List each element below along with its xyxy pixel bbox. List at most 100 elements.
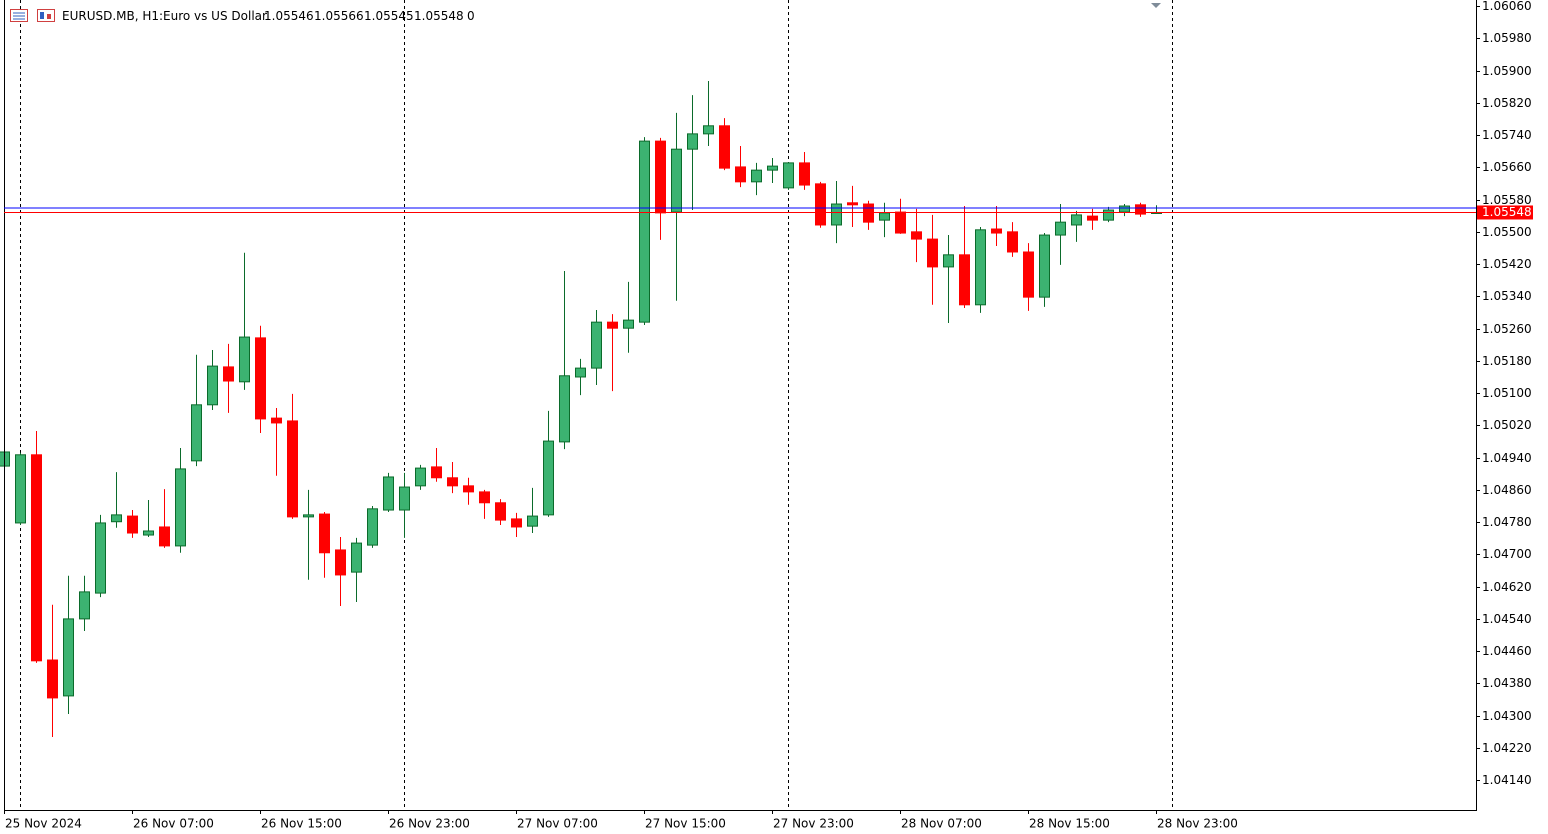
candle-body	[527, 515, 538, 527]
candle-body	[127, 515, 138, 534]
candle-body	[79, 591, 90, 620]
x-tick-label: 26 Nov 23:00	[389, 817, 470, 831]
x-tick-label: 28 Nov 23:00	[1157, 817, 1238, 831]
icon-bar	[47, 14, 51, 19]
candle-body	[911, 231, 922, 240]
y-tick-label: 1.04380	[1482, 676, 1532, 690]
candle-body	[623, 319, 634, 329]
candle-body	[383, 476, 394, 511]
x-tick-label: 28 Nov 07:00	[901, 817, 982, 831]
y-tick-label: 1.05260	[1482, 322, 1532, 336]
header-text: EURUSD.MB, H1: Euro vs US Dollar 1.05546…	[62, 9, 475, 23]
x-tick-label: 25 Nov 2024	[5, 817, 82, 831]
y-tick-label: 1.04860	[1482, 483, 1532, 497]
candle-body	[159, 526, 170, 547]
candle-body	[511, 518, 522, 528]
candle-body	[255, 337, 266, 420]
candle-body	[495, 502, 506, 521]
candle-body	[207, 365, 218, 406]
header-open: 1.05546	[264, 9, 314, 23]
candle-body	[943, 254, 954, 268]
candle-body	[431, 466, 442, 479]
candle-body	[95, 522, 106, 594]
y-tick-label: 1.05660	[1482, 160, 1532, 174]
y-tick-label: 1.05980	[1482, 31, 1532, 45]
candle-body	[1055, 221, 1066, 236]
plot-area	[0, 0, 1173, 810]
candle-body	[815, 183, 826, 226]
icon-bar	[40, 12, 44, 19]
y-tick-label: 1.05820	[1482, 96, 1532, 110]
candle-body	[1087, 215, 1098, 221]
candle-body	[591, 321, 602, 369]
candle-body	[111, 514, 122, 523]
y-tick-label: 1.06060	[1482, 0, 1532, 13]
candle-body	[927, 238, 938, 268]
y-tick-label: 1.04220	[1482, 741, 1532, 755]
y-tick-label: 1.05100	[1482, 386, 1532, 400]
candle-body	[1071, 214, 1082, 226]
header-icons	[10, 9, 55, 22]
bid-label: 1.05548	[1482, 205, 1532, 219]
candle-body	[223, 366, 234, 382]
candle-body	[655, 140, 666, 214]
x-tick-label: 26 Nov 07:00	[133, 817, 214, 831]
candle-body	[1119, 205, 1130, 213]
y-tick-label: 1.04620	[1482, 580, 1532, 594]
candle-body	[351, 542, 362, 573]
header-close: 1.05548	[414, 9, 464, 23]
candle-body	[559, 375, 570, 443]
x-tick-label: 26 Nov 15:00	[261, 817, 342, 831]
candle-body	[287, 420, 298, 518]
candle-body	[751, 169, 762, 183]
y-tick-label: 1.04140	[1482, 773, 1532, 787]
y-tick-label: 1.05500	[1482, 225, 1532, 239]
candle-body	[543, 440, 554, 516]
candle-body	[367, 508, 378, 546]
candle-body	[1007, 231, 1018, 253]
candle-body	[895, 211, 906, 234]
y-tick-label: 1.05340	[1482, 289, 1532, 303]
candle-body	[63, 618, 74, 697]
candle-body	[335, 549, 346, 576]
header-tail: 0	[467, 9, 475, 23]
candle-body	[975, 229, 986, 306]
candle-body	[415, 467, 426, 487]
candle-body	[479, 491, 490, 504]
y-tick-label: 1.05580	[1482, 193, 1532, 207]
bid-tag	[1477, 205, 1533, 220]
y-tick-label: 1.05180	[1482, 354, 1532, 368]
y-tick-label: 1.05900	[1482, 64, 1532, 78]
candle-body	[959, 254, 970, 306]
header-high: 1.05566	[314, 9, 364, 23]
candle-body	[239, 336, 250, 383]
candle-body	[399, 486, 410, 511]
candle-body	[191, 404, 202, 462]
y-tick-label: 1.04940	[1482, 451, 1532, 465]
candle-body	[703, 125, 714, 135]
candle-body	[31, 454, 42, 662]
candle-body	[47, 659, 58, 699]
header-low: 1.05545	[364, 9, 414, 23]
candle-body	[1023, 251, 1034, 298]
candle-body	[671, 148, 682, 213]
y-tick-label: 1.05020	[1482, 418, 1532, 432]
x-tick-label: 27 Nov 23:00	[773, 817, 854, 831]
candle-body	[863, 203, 874, 223]
candle-body	[463, 485, 474, 493]
y-tick-label: 1.05740	[1482, 128, 1532, 142]
candle-body	[799, 162, 810, 186]
candle-body	[1103, 209, 1114, 221]
y-tick-label: 1.05420	[1482, 257, 1532, 271]
y-tick-label: 1.04700	[1482, 547, 1532, 561]
y-tick-label: 1.04460	[1482, 644, 1532, 658]
candle-body	[879, 212, 890, 221]
candle-body	[991, 228, 1002, 234]
candle-body	[767, 165, 778, 171]
candle-body	[175, 468, 186, 547]
shift-marker	[1151, 3, 1161, 8]
candle-body	[719, 125, 730, 169]
x-tick-label: 27 Nov 07:00	[517, 817, 598, 831]
candle-body	[143, 530, 154, 536]
